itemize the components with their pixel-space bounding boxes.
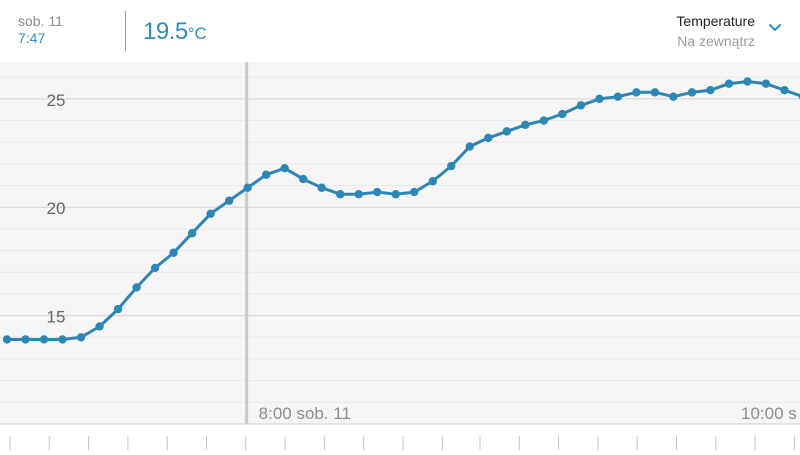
data-point — [558, 109, 567, 119]
data-point — [632, 88, 641, 97]
data-point — [224, 196, 234, 205]
data-point — [317, 183, 326, 192]
data-point — [687, 88, 697, 97]
data-point — [243, 183, 252, 192]
data-point — [521, 120, 530, 130]
data-point — [298, 174, 308, 184]
data-point — [576, 101, 586, 110]
x-tick-label: 8:00 sob. 11 — [259, 404, 351, 423]
data-point — [354, 190, 363, 199]
data-point — [465, 142, 474, 151]
data-point — [95, 322, 104, 331]
metric-location[interactable]: Na zewnątrz — [677, 33, 755, 49]
data-point — [261, 170, 271, 179]
data-point — [706, 85, 715, 95]
cursor-time: 7:47 — [18, 30, 46, 46]
data-point — [206, 209, 215, 218]
data-point — [76, 333, 86, 342]
y-tick-label: 15 — [47, 308, 66, 327]
data-point — [761, 79, 771, 88]
data-point — [39, 335, 49, 344]
temperature-unit: °C — [187, 24, 207, 43]
data-point — [391, 190, 400, 199]
data-point — [447, 161, 456, 171]
metric-title[interactable]: Temperature — [676, 13, 755, 29]
data-point — [187, 229, 197, 238]
x-tick-label: 10:00 s — [741, 404, 797, 423]
cursor-date: sob. 11 — [18, 13, 63, 29]
data-point — [780, 85, 789, 95]
data-point — [724, 79, 734, 88]
data-point — [595, 94, 604, 104]
data-point — [669, 92, 678, 101]
current-temperature-value: 19.5 — [143, 18, 188, 45]
x-axis-band — [0, 424, 800, 450]
data-point — [410, 187, 419, 197]
y-tick-label: 25 — [47, 91, 66, 110]
data-point — [2, 335, 12, 344]
y-tick-label: 20 — [47, 199, 66, 218]
cursor-readout: sob. 11 7:47 — [18, 13, 63, 47]
data-point — [743, 77, 752, 86]
current-temperature: 19.5°C — [143, 18, 207, 46]
data-point — [336, 190, 345, 199]
data-point — [650, 88, 660, 97]
data-point — [484, 133, 493, 143]
data-point — [280, 164, 289, 173]
data-point — [169, 248, 178, 257]
chevron-down-icon[interactable] — [768, 23, 782, 33]
header-divider — [125, 11, 126, 51]
data-point — [502, 127, 512, 136]
data-point — [113, 304, 123, 314]
data-point — [613, 92, 623, 101]
plot-background — [0, 62, 800, 424]
data-point — [428, 177, 437, 186]
data-point — [373, 187, 382, 197]
data-point — [21, 335, 30, 344]
data-point — [132, 283, 141, 292]
header: sob. 11 7:47 19.5°C Temperature Na zewną… — [0, 0, 800, 62]
data-point — [539, 116, 549, 125]
metric-selector[interactable]: Temperature Na zewnątrz — [676, 11, 755, 51]
data-point — [58, 335, 67, 344]
data-point — [150, 263, 160, 273]
